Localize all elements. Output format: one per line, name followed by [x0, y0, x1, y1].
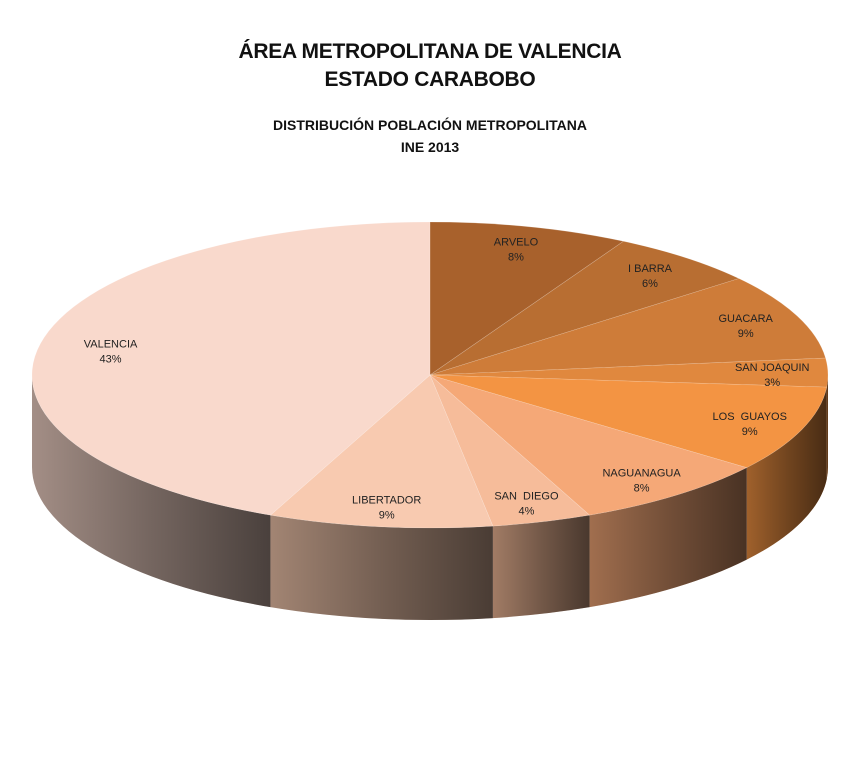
slice-arvelo: [429, 221, 625, 376]
label-libertador: LIBERTADOR 9%: [352, 495, 421, 522]
main-title-line-1: ÁREA METROPOLITANA DE VALENCIA: [238, 40, 622, 63]
label-san-diego: SAN DIEGO 4%: [494, 490, 559, 517]
label-name-san-diego: SAN DIEGO: [494, 490, 559, 502]
slice-side-shade-san-joaquin: [826, 375, 828, 480]
main-title-line-2: ESTADO CARABOBO: [324, 68, 536, 91]
label-name-san-joaquin: SAN JOAQUIN: [735, 362, 810, 374]
pie-slices: [31, 221, 829, 529]
slice-naguanagua: [429, 374, 748, 516]
subtitle-line-2: INE 2013: [400, 139, 460, 155]
slice-valencia: [31, 221, 431, 516]
slice-guacara: [429, 278, 826, 376]
label-value-valencia: 43%: [100, 353, 122, 365]
chart-titles: ÁREA METROPOLITANA DE VALENCIA ESTADO CA…: [0, 38, 860, 158]
label-los-guayos: LOS GUAYOS 9%: [713, 411, 787, 438]
slice-side-shade-valencia: [32, 375, 271, 608]
slice-side-shade-los-guayos: [746, 387, 827, 560]
label-value-naguanagua: 8%: [634, 482, 650, 494]
label-value-arvelo: 8%: [508, 252, 524, 264]
label-name-naguanagua: NAGUANAGUA: [602, 467, 681, 479]
main-title: ÁREA METROPOLITANA DE VALENCIA ESTADO CA…: [0, 38, 860, 94]
label-name-valencia: VALENCIA: [84, 338, 138, 350]
slice-i-barra: [429, 240, 740, 376]
label-name-i-barra: I BARRA: [628, 263, 673, 275]
slice-san-diego: [429, 374, 591, 527]
slice-side-shade-libertador: [270, 515, 493, 620]
label-name-guacara: GUACARA: [719, 313, 774, 325]
label-name-libertador: LIBERTADOR: [352, 495, 421, 507]
label-value-i-barra: 6%: [642, 278, 658, 290]
slice-labels: ARVELO 8% I BARRA 6% GUACARA 9% SAN JOAQUIN 3% L…: [84, 237, 810, 522]
label-valencia: VALENCIA 43%: [84, 338, 138, 365]
label-naguanagua: NAGUANAGUA 8%: [602, 467, 681, 494]
label-value-san-diego: 4%: [518, 505, 534, 517]
subtitle-line-1: DISTRIBUCIÓN POBLACIÓN METROPOLITANA: [273, 117, 587, 133]
slice-los-guayos: [429, 374, 828, 468]
label-arvelo: ARVELO 8%: [494, 237, 539, 264]
label-san-joaquin: SAN JOAQUIN 3%: [735, 362, 810, 389]
label-value-guacara: 9%: [738, 328, 754, 340]
label-i-barra: I BARRA 6%: [628, 263, 673, 290]
subtitle: DISTRIBUCIÓN POBLACIÓN METROPOLITANA INE…: [0, 114, 860, 158]
label-guacara: GUACARA 9%: [719, 313, 774, 340]
label-name-arvelo: ARVELO: [494, 237, 539, 249]
label-value-los-guayos: 9%: [742, 426, 758, 438]
slice-libertador: [269, 374, 494, 529]
slice-side-shade-san-diego: [492, 515, 590, 619]
label-name-los-guayos: LOS GUAYOS: [713, 411, 787, 423]
pie-sides: [32, 375, 828, 620]
slice-side-shade-naguanagua: [589, 467, 747, 608]
label-value-libertador: 9%: [379, 510, 395, 522]
label-value-san-joaquin: 3%: [764, 377, 780, 389]
slice-san-joaquin: [429, 357, 829, 388]
